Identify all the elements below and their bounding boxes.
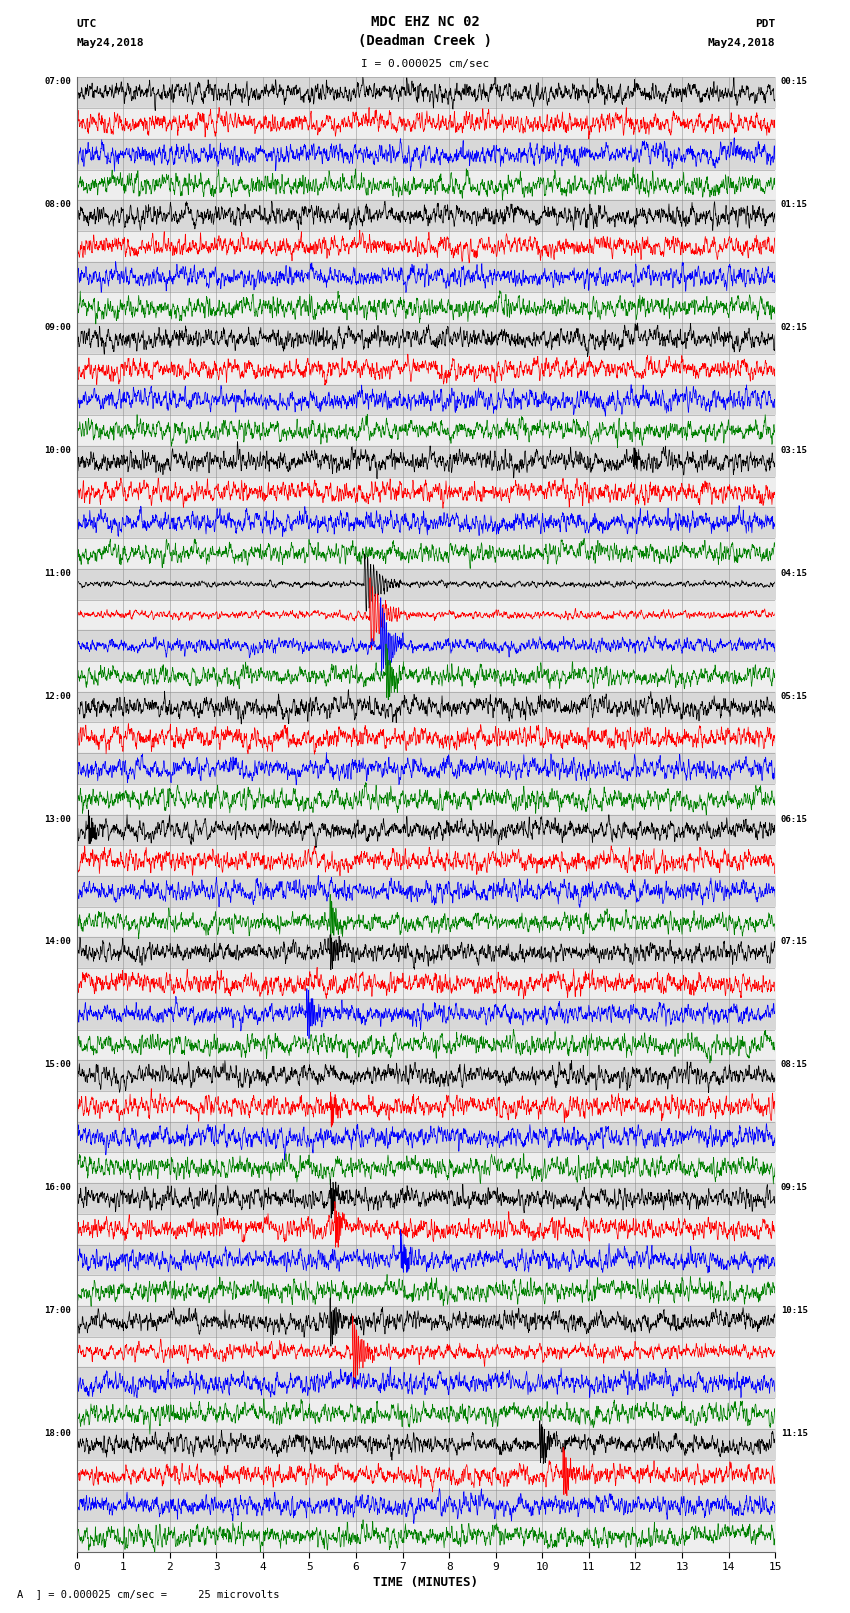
Text: 16:00: 16:00 [44, 1184, 71, 1192]
Text: 17:00: 17:00 [44, 1307, 71, 1315]
Text: 02:15: 02:15 [781, 323, 807, 332]
Text: 05:15: 05:15 [781, 692, 807, 700]
Text: PDT: PDT [755, 19, 775, 29]
Text: 00:15: 00:15 [781, 77, 807, 87]
Text: 08:15: 08:15 [781, 1060, 807, 1069]
Text: 10:00: 10:00 [44, 447, 71, 455]
Text: 01:15: 01:15 [781, 200, 807, 210]
Text: 07:00: 07:00 [44, 77, 71, 87]
Text: 12:00: 12:00 [44, 692, 71, 700]
Text: 09:15: 09:15 [781, 1184, 807, 1192]
Text: A  ] = 0.000025 cm/sec =     25 microvolts: A ] = 0.000025 cm/sec = 25 microvolts [17, 1589, 280, 1598]
Text: 04:15: 04:15 [781, 569, 807, 577]
Text: 10:15: 10:15 [781, 1307, 807, 1315]
Text: 11:00: 11:00 [44, 569, 71, 577]
Text: 15:00: 15:00 [44, 1060, 71, 1069]
Text: 11:15: 11:15 [781, 1429, 807, 1437]
Text: May24,2018: May24,2018 [76, 39, 144, 48]
Text: UTC: UTC [76, 19, 97, 29]
Text: 09:00: 09:00 [44, 323, 71, 332]
Text: MDC EHZ NC 02: MDC EHZ NC 02 [371, 15, 479, 29]
Text: 08:00: 08:00 [44, 200, 71, 210]
Text: I = 0.000025 cm/sec: I = 0.000025 cm/sec [361, 60, 489, 69]
Text: 06:15: 06:15 [781, 815, 807, 824]
Text: (Deadman Creek ): (Deadman Creek ) [358, 34, 492, 48]
Text: 18:00: 18:00 [44, 1429, 71, 1437]
Text: 14:00: 14:00 [44, 937, 71, 947]
Text: 03:15: 03:15 [781, 447, 807, 455]
Text: May24,2018: May24,2018 [708, 39, 775, 48]
X-axis label: TIME (MINUTES): TIME (MINUTES) [373, 1576, 479, 1589]
Text: 07:15: 07:15 [781, 937, 807, 947]
Text: 13:00: 13:00 [44, 815, 71, 824]
